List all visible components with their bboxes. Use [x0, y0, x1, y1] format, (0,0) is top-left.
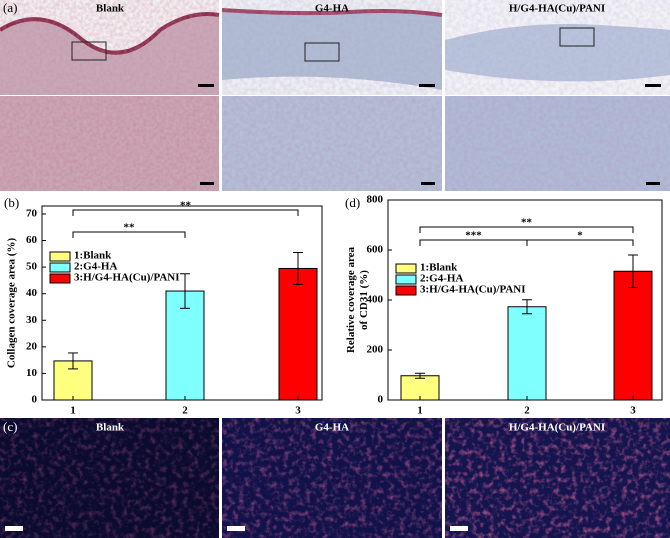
legend-swatch: [49, 262, 71, 273]
y-tick-label: 600: [367, 244, 384, 256]
y-axis-label: of CD31 (%): [358, 270, 370, 330]
legend-label: 3:H/G4-HA(Cu)/PANI: [74, 272, 180, 284]
significance-bracket: [419, 226, 634, 233]
y-tick-label: 50: [26, 261, 38, 273]
image-title: H/G4-HA(Cu)/PANI: [509, 3, 605, 15]
significance-label: **: [521, 217, 533, 229]
texture: [222, 96, 442, 191]
bar: [165, 290, 205, 401]
y-tick-label: 30: [26, 314, 38, 326]
significance-label: **: [180, 200, 192, 212]
panel-label: (b): [4, 195, 19, 210]
image-title: G4-HA: [315, 422, 349, 434]
significance-label: ***: [465, 230, 482, 242]
significance-bracket: [72, 231, 186, 238]
legend-label: 3:H/G4-HA(Cu)/PANI: [420, 284, 526, 296]
legend-swatch: [49, 251, 71, 262]
legend-swatch: [49, 273, 71, 284]
scale-bar: [645, 84, 661, 87]
scale-bar: [421, 182, 435, 185]
legend-label: 1:Blank: [74, 250, 112, 262]
roi-box: [304, 42, 340, 62]
y-tick-label: 20: [26, 340, 38, 352]
significance-label: *: [577, 230, 583, 242]
y-tick-label: 0: [378, 394, 384, 406]
y-axis-label: Relative coverage area: [345, 246, 357, 353]
y-tick-label: 70: [26, 208, 38, 220]
significance-label: **: [124, 222, 136, 234]
texture: [0, 96, 219, 191]
scale-bar: [5, 526, 23, 531]
bar: [400, 375, 440, 401]
panel-label: (d): [345, 195, 360, 210]
x-tick-label: 1: [70, 405, 76, 417]
bar: [507, 306, 547, 401]
image-title: Blank: [96, 3, 125, 15]
scale-bar: [227, 526, 245, 531]
y-axis-label: Collagen coverage area (%): [6, 238, 18, 369]
texture: [445, 418, 670, 538]
y-tick-label: 10: [26, 367, 38, 379]
legend-swatch: [395, 263, 417, 274]
significance-bracket: [72, 209, 299, 216]
texture: [222, 418, 442, 538]
y-tick-label: 800: [367, 194, 384, 206]
roi-box: [559, 27, 595, 47]
image-title: H/G4-HA(Cu)/PANI: [509, 422, 605, 434]
scale-bar: [419, 84, 435, 87]
x-tick-label: 1: [417, 405, 423, 417]
texture: [445, 0, 670, 95]
y-tick-label: 60: [26, 234, 38, 246]
image-title: Blank: [96, 422, 125, 434]
y-tick-label: 400: [367, 294, 384, 306]
bar: [278, 267, 318, 401]
texture: [222, 0, 442, 95]
x-tick-label: 2: [182, 405, 188, 417]
y-tick-label: 40: [26, 287, 38, 299]
roi-box: [71, 41, 107, 61]
x-tick-label: 3: [630, 405, 636, 417]
legend-label: 1:Blank: [420, 262, 458, 274]
significance-bracket: [526, 239, 634, 246]
x-tick-label: 3: [295, 405, 301, 417]
scale-bar: [198, 84, 214, 87]
fluorescence-panels: (c) Blank G4-HA H/G4-HA(Cu)/PANI: [0, 418, 670, 538]
histology-panels: (a) Blank G4-HA H/G4-HA(Cu)/PANI: [0, 0, 670, 191]
texture: [445, 96, 670, 191]
x-tick-label: 2: [524, 405, 530, 417]
panel-label: (a): [3, 0, 17, 15]
y-tick-label: 0: [32, 394, 38, 406]
scale-bar: [200, 182, 214, 185]
legend-swatch: [395, 285, 417, 296]
scale-bar: [450, 526, 468, 531]
bar: [613, 270, 653, 401]
legend-swatch: [395, 274, 417, 285]
y-tick-label: 200: [367, 344, 384, 356]
texture: [0, 418, 219, 538]
legend-label: 2:G4-HA: [74, 261, 117, 273]
legend-label: 2:G4-HA: [420, 273, 463, 285]
texture: [0, 0, 219, 95]
scale-bar: [646, 182, 660, 185]
image-title: G4-HA: [315, 3, 349, 15]
panel-label: (c): [3, 419, 17, 434]
